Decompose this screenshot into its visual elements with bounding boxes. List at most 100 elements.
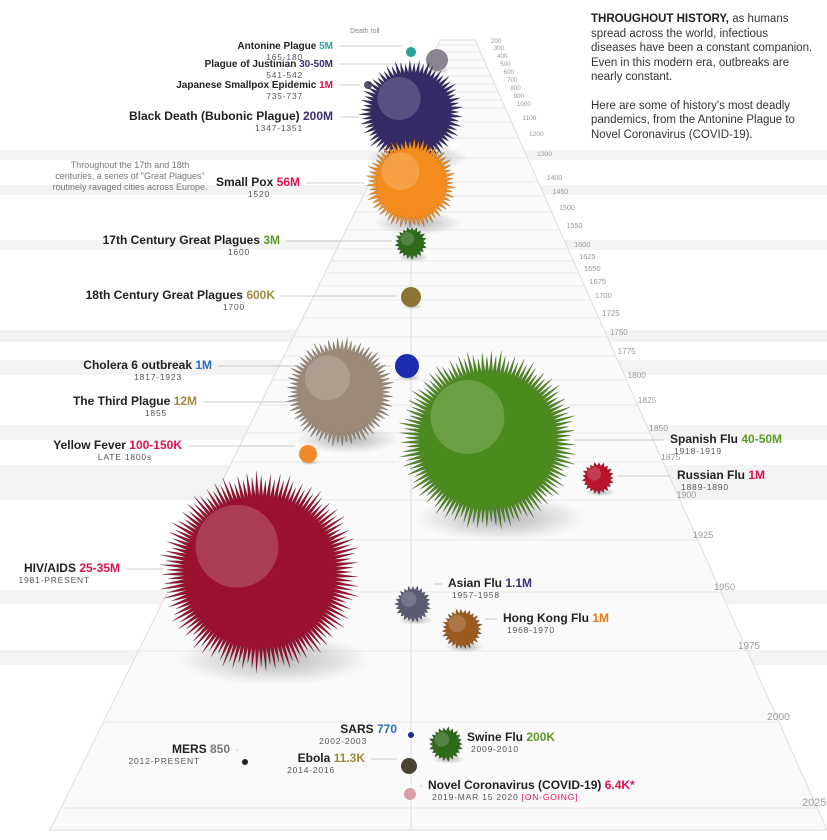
- pandemic-bubble: [285, 337, 400, 454]
- bubble-spikes: [366, 137, 456, 228]
- tick-label: 800: [510, 85, 521, 92]
- tick-label: 1825: [638, 395, 657, 405]
- pandemic-years: 2019-MAR 15 2020 [ON-GOING]: [432, 792, 578, 802]
- bubble-highlight: [400, 232, 414, 246]
- pandemic-years: 2012-PRESENT: [129, 756, 201, 766]
- pandemic-name-and-toll: SARS 770: [340, 722, 397, 736]
- pandemic-bubble: [395, 354, 422, 381]
- death-toll-label: Death toll: [350, 28, 380, 35]
- pandemic-death-toll: 40-50M: [741, 432, 782, 446]
- pandemic-death-toll: 770: [377, 722, 397, 736]
- pandemic-name-and-toll: Plague of Justinian 30-50M: [205, 59, 333, 70]
- great-plagues-note: Throughout the 17th and 18th centuries, …: [52, 160, 208, 192]
- bubble-dot: [406, 47, 416, 57]
- pandemic-bubble: [404, 788, 416, 800]
- pandemic-bubble: [426, 49, 451, 74]
- pandemic-name-and-toll: Novel Coronavirus (COVID-19) 6.4K*: [428, 778, 635, 792]
- bubble-spikes: [160, 470, 359, 674]
- tick-label: 1875: [661, 452, 680, 462]
- pandemic-bubble: [401, 287, 423, 310]
- intro-body: as humans spread across the world, infec…: [591, 13, 813, 83]
- bubble-dot: [426, 49, 448, 71]
- pandemic-death-toll: 3M: [263, 233, 280, 247]
- pandemic-bubble: [366, 137, 462, 235]
- bubble-dot: [408, 732, 414, 738]
- bubble-highlight: [401, 591, 417, 607]
- pandemic-death-toll: 200M: [303, 109, 333, 123]
- pandemic-name-and-toll: Swine Flu 200K: [467, 730, 555, 744]
- pandemic-death-toll: 600K: [246, 288, 275, 302]
- tick-label: 200: [491, 39, 502, 45]
- pandemic-name-and-toll: Asian Flu 1.1M: [448, 576, 532, 590]
- tick-label: 1950: [714, 582, 735, 593]
- pandemic-years: 1968-1970: [507, 625, 555, 635]
- bubble-spikes: [399, 350, 576, 530]
- tick-label: 2000: [767, 712, 790, 723]
- pandemic-bubble: [428, 726, 466, 764]
- pandemic-name-and-toll: MERS 850: [172, 742, 230, 756]
- bubble-spikes: [285, 337, 395, 447]
- pandemic-name: Plague of Justinian: [205, 59, 299, 70]
- tick-label: 1975: [738, 641, 760, 652]
- pandemic-years: 2002-2003: [319, 736, 367, 746]
- pandemic-bubble: [441, 608, 485, 653]
- pandemic-death-toll: 850: [210, 742, 230, 756]
- tick-label: 500: [500, 61, 511, 68]
- pandemic-name-and-toll: HIV/AIDS 25-35M: [24, 561, 120, 575]
- tick-label: 300: [494, 45, 505, 52]
- pandemic-bubble: [299, 445, 319, 466]
- pandemic-name-and-toll: Small Pox 56M: [216, 175, 300, 189]
- pandemic-name: MERS: [172, 742, 210, 756]
- pandemic-bubble: [581, 461, 616, 497]
- tick-label: 1700: [595, 291, 612, 300]
- bubble-dot: [404, 788, 416, 800]
- pandemic-death-toll: 6.4K*: [605, 778, 635, 792]
- pandemic-years: 1855: [145, 408, 167, 418]
- tick-label: 1800: [628, 371, 647, 380]
- pandemic-years: 1981-PRESENT: [19, 575, 91, 585]
- intro-text: THROUGHOUT HISTORY, as humans spread acr…: [591, 12, 816, 156]
- bubble-spikes: [441, 608, 484, 650]
- bubble-spikes: [581, 461, 614, 496]
- bubble-dot: [395, 354, 419, 378]
- pandemic-name-and-toll: Russian Flu 1M: [677, 468, 765, 482]
- pandemic-death-toll: 1M: [592, 611, 609, 625]
- pandemic-death-toll: 12M: [174, 394, 197, 408]
- bubble-dot: [401, 287, 421, 307]
- tick-label: 1500: [559, 204, 575, 212]
- pandemic-name-and-toll: Black Death (Bubonic Plague) 200M: [129, 109, 333, 123]
- bubble-spikes: [394, 226, 427, 261]
- bubble-spikes: [358, 60, 463, 165]
- pandemic-label: Novel Coronavirus (COVID-19) 6.4K*2019-M…: [428, 778, 635, 802]
- bubble-highlight: [434, 732, 450, 747]
- tick-label: 1775: [618, 347, 636, 356]
- pandemic-bubble: [160, 470, 371, 686]
- pandemic-years: 1918-1919: [674, 446, 722, 456]
- tick-label: 1675: [589, 277, 606, 286]
- pandemic-death-toll: 56M: [277, 175, 300, 189]
- pandemic-name: HIV/AIDS: [24, 561, 79, 575]
- pandemic-death-toll: 30-50M: [299, 59, 333, 70]
- pandemic-years: 1347-1351: [255, 123, 303, 133]
- pandemic-years: 541-542: [266, 70, 303, 80]
- tick-label: 1750: [610, 328, 628, 337]
- bubble-dot: [242, 759, 248, 765]
- tick-label: 600: [504, 69, 515, 76]
- tick-label: 1600: [574, 240, 590, 249]
- pandemic-years: 1817-1923: [134, 372, 182, 382]
- bubble-shadow: [584, 488, 616, 497]
- tick-label: 1550: [566, 221, 582, 230]
- pandemic-name-and-toll: Ebola 11.3K: [298, 751, 366, 765]
- pandemic-bubble: [408, 732, 414, 738]
- pandemic-name: 17th Century Great Plagues: [103, 233, 264, 247]
- pandemic-death-toll: 25-35M: [79, 561, 120, 575]
